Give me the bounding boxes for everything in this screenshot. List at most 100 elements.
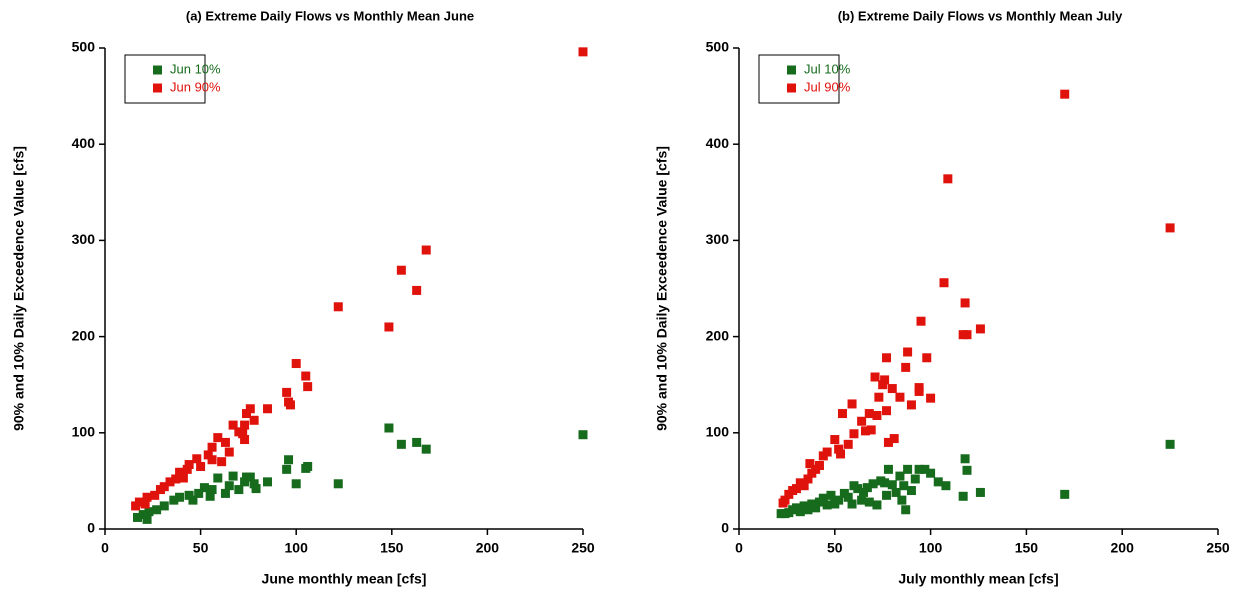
point bbox=[822, 500, 832, 510]
x-tick-label: 50 bbox=[193, 540, 209, 556]
point bbox=[899, 481, 909, 491]
point bbox=[830, 499, 840, 509]
point bbox=[578, 47, 588, 57]
point bbox=[843, 439, 853, 449]
point bbox=[217, 457, 227, 467]
point bbox=[155, 485, 165, 495]
point bbox=[818, 451, 828, 461]
point bbox=[184, 460, 194, 470]
point bbox=[224, 481, 234, 491]
point bbox=[878, 380, 888, 390]
point bbox=[240, 420, 250, 430]
point bbox=[303, 461, 313, 471]
point bbox=[165, 477, 175, 487]
point bbox=[901, 505, 911, 515]
point bbox=[245, 404, 255, 414]
point bbox=[384, 423, 394, 433]
legend: Jul 10% Jul 90% bbox=[758, 54, 851, 104]
point bbox=[228, 471, 238, 481]
point bbox=[882, 353, 892, 363]
point bbox=[839, 488, 849, 498]
point bbox=[901, 362, 911, 372]
point bbox=[396, 439, 406, 449]
point bbox=[975, 487, 985, 497]
point bbox=[421, 444, 431, 454]
point bbox=[837, 409, 847, 419]
point bbox=[421, 245, 431, 255]
point bbox=[891, 487, 901, 497]
point bbox=[1060, 489, 1070, 499]
point bbox=[196, 461, 206, 471]
point bbox=[199, 483, 209, 493]
point bbox=[282, 387, 292, 397]
point bbox=[872, 500, 882, 510]
point bbox=[920, 464, 930, 474]
point bbox=[807, 499, 817, 509]
point bbox=[238, 429, 248, 439]
point bbox=[228, 420, 238, 430]
point bbox=[213, 473, 223, 483]
x-tick-label: 100 bbox=[285, 540, 309, 556]
x-tick-label: 250 bbox=[571, 540, 595, 556]
point bbox=[847, 399, 857, 409]
point bbox=[910, 474, 920, 484]
point bbox=[184, 490, 194, 500]
point bbox=[943, 174, 953, 184]
point bbox=[150, 490, 160, 500]
point bbox=[975, 324, 985, 334]
point bbox=[958, 491, 968, 501]
point bbox=[906, 400, 916, 410]
point bbox=[916, 316, 926, 326]
point bbox=[241, 472, 251, 482]
point bbox=[333, 302, 343, 312]
point bbox=[862, 483, 872, 493]
point bbox=[133, 512, 143, 522]
point bbox=[784, 489, 794, 499]
point bbox=[131, 501, 141, 511]
point bbox=[860, 426, 870, 436]
point bbox=[220, 488, 230, 498]
point bbox=[870, 372, 880, 382]
legend-box bbox=[124, 54, 206, 104]
legend-box bbox=[758, 54, 840, 104]
y-tick-label: 200 bbox=[72, 327, 96, 343]
y-tick-label: 500 bbox=[706, 39, 730, 55]
point bbox=[192, 454, 202, 464]
point bbox=[169, 495, 179, 505]
point bbox=[291, 359, 301, 369]
point bbox=[1165, 439, 1175, 449]
point bbox=[182, 464, 192, 474]
x-tick-label: 200 bbox=[1111, 540, 1135, 556]
point bbox=[175, 467, 185, 477]
point bbox=[897, 495, 907, 505]
point bbox=[171, 474, 181, 484]
point bbox=[876, 476, 886, 486]
point bbox=[903, 464, 913, 474]
point bbox=[933, 477, 943, 487]
point bbox=[285, 400, 295, 410]
legend-label: Jul 10% bbox=[804, 61, 851, 76]
point bbox=[220, 437, 230, 447]
chart-title: (a) Extreme Daily Flows vs Monthly Mean … bbox=[186, 8, 474, 23]
point bbox=[241, 409, 251, 419]
chart: (a) Extreme Daily Flows vs Monthly Mean … bbox=[11, 8, 595, 586]
point bbox=[836, 449, 846, 459]
y-tick-label: 100 bbox=[72, 424, 96, 440]
point bbox=[903, 347, 913, 357]
point bbox=[384, 322, 394, 332]
x-tick-label: 150 bbox=[380, 540, 404, 556]
y-axis-label: 90% and 10% Daily Exceedence Value [cfs] bbox=[11, 146, 27, 431]
point bbox=[249, 415, 259, 425]
point bbox=[251, 484, 261, 494]
point bbox=[207, 455, 217, 465]
point bbox=[799, 501, 809, 511]
point bbox=[284, 455, 294, 465]
point bbox=[887, 384, 897, 394]
legend-label: Jul 90% bbox=[804, 79, 851, 94]
point bbox=[152, 505, 162, 515]
point bbox=[224, 447, 234, 457]
point bbox=[926, 393, 936, 403]
chart: (b) Extreme Daily Flows vs Monthly Mean … bbox=[654, 8, 1230, 586]
legend-label: Jun 10% bbox=[170, 61, 221, 76]
point bbox=[140, 499, 150, 509]
